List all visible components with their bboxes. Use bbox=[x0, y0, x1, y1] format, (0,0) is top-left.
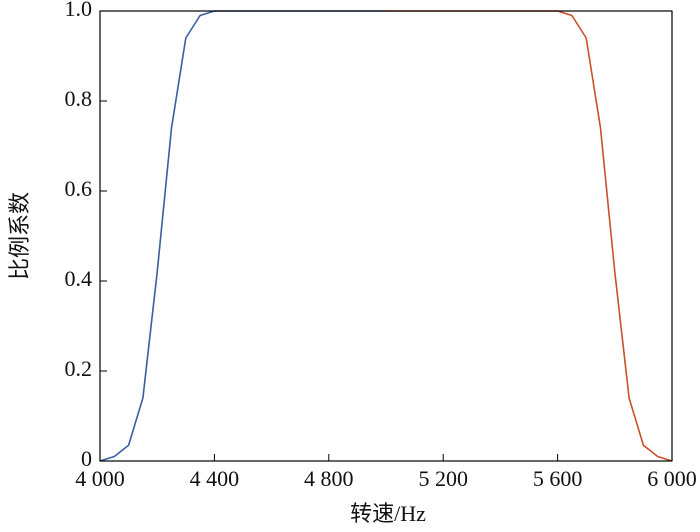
y-tick-label: 0.6 bbox=[65, 176, 93, 201]
line-series bbox=[386, 10, 673, 462]
x-axis-label: 转速/Hz bbox=[350, 501, 426, 526]
y-tick-label: 1.0 bbox=[65, 0, 93, 21]
y-tick-label: 0.4 bbox=[65, 266, 93, 291]
x-tick-label: 6 000 bbox=[647, 466, 697, 491]
plot-frame bbox=[99, 10, 673, 462]
y-axis-label: 比例系数 bbox=[7, 192, 32, 280]
x-tick-label: 5 600 bbox=[533, 466, 583, 491]
y-tick-label: 0.8 bbox=[65, 86, 93, 111]
x-tick-label: 4 400 bbox=[190, 466, 240, 491]
x-tick-label: 4 000 bbox=[75, 466, 125, 491]
x-tick-label: 5 200 bbox=[418, 466, 468, 491]
line-series bbox=[99, 10, 386, 462]
y-tick-label: 0.2 bbox=[65, 356, 93, 381]
x-tick-label: 4 800 bbox=[304, 466, 354, 491]
y-tick-label: 0 bbox=[81, 446, 92, 471]
